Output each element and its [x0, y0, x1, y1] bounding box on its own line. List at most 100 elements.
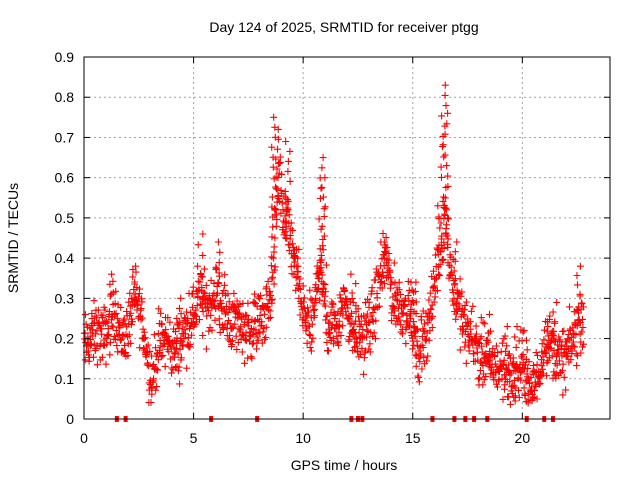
- data-point: [356, 338, 364, 346]
- data-point: [453, 238, 461, 246]
- data-point: [520, 384, 528, 392]
- data-point: [381, 248, 389, 256]
- data-point: [441, 81, 449, 89]
- data-point: [533, 395, 541, 403]
- data-point: [271, 234, 279, 242]
- data-point: [394, 297, 401, 305]
- data-point: [401, 302, 409, 310]
- data-point: [296, 285, 304, 293]
- data-point: [272, 183, 280, 191]
- data-point: [268, 275, 276, 283]
- data-point: [363, 333, 371, 341]
- data-point: [99, 311, 107, 319]
- data-point: [215, 279, 222, 287]
- data-point: [294, 262, 302, 270]
- data-point: [542, 349, 550, 357]
- data-point: [382, 249, 389, 257]
- data-point: [359, 326, 367, 333]
- data-point: [410, 327, 418, 335]
- data-point: [361, 317, 369, 325]
- data-point: [412, 362, 420, 370]
- data-point: [415, 347, 423, 355]
- data-point: [346, 312, 354, 320]
- data-point: [106, 351, 114, 359]
- data-point: [220, 325, 227, 333]
- plot-frame: [83, 56, 611, 420]
- data-point: [152, 344, 160, 352]
- data-point: [212, 266, 220, 273]
- data-point: [98, 353, 106, 361]
- data-point: [370, 329, 378, 337]
- data-point: [498, 339, 506, 347]
- data-point: [273, 216, 281, 224]
- data-point: [444, 109, 452, 117]
- data-point: [550, 337, 558, 345]
- data-point: [363, 326, 371, 334]
- data-point: [383, 243, 391, 251]
- data-point: [323, 311, 331, 319]
- data-point: [81, 311, 89, 319]
- data-point: [341, 287, 349, 295]
- data-point: [511, 333, 519, 341]
- data-point: [500, 371, 508, 379]
- data-point: [232, 332, 240, 340]
- data-point: [523, 336, 530, 344]
- data-point: [430, 298, 438, 306]
- data-point: [308, 320, 316, 328]
- data-point: [558, 367, 566, 375]
- data-point: [504, 351, 512, 359]
- data-point: [579, 324, 587, 331]
- data-point: [236, 309, 244, 317]
- data-point: [140, 335, 148, 343]
- data-point: [388, 302, 396, 310]
- data-point: [318, 183, 326, 191]
- data-point: [247, 353, 255, 361]
- data-point: [381, 280, 388, 288]
- data-point: [475, 375, 482, 383]
- data-point: [251, 290, 259, 298]
- data-point: [194, 262, 202, 270]
- data-point: [133, 284, 141, 292]
- data-point: [199, 308, 207, 316]
- data-point: [309, 334, 317, 342]
- data-point: [208, 326, 216, 334]
- data-point: [202, 281, 210, 289]
- data-point: [134, 300, 142, 308]
- data-point: [366, 340, 374, 348]
- data-point: [272, 185, 280, 193]
- data-point: [369, 316, 376, 324]
- data-point: [544, 323, 552, 330]
- data-point: [176, 318, 184, 326]
- data-point: [546, 312, 554, 320]
- data-point: [87, 336, 94, 344]
- data-point: [148, 383, 156, 391]
- chart-title: Day 124 of 2025, SRMTID for receiver ptg…: [209, 19, 478, 35]
- data-point: [256, 295, 264, 303]
- data-point: [440, 244, 448, 252]
- data-point: [325, 329, 333, 337]
- data-point: [512, 343, 520, 351]
- data-point: [321, 281, 329, 289]
- data-point: [371, 335, 379, 343]
- data-point: [564, 352, 572, 360]
- data-point: [216, 248, 224, 256]
- data-point: [388, 278, 396, 286]
- data-point: [388, 317, 396, 325]
- data-point: [382, 234, 390, 242]
- data-point: [477, 333, 485, 341]
- data-point: [553, 361, 561, 369]
- data-point: [269, 213, 277, 221]
- data-point: [438, 112, 446, 120]
- data-point: [543, 372, 551, 380]
- data-point: [172, 345, 180, 353]
- data-point: [264, 306, 272, 314]
- data-point: [306, 344, 314, 352]
- data-point: [205, 327, 213, 335]
- data-point: [478, 342, 486, 350]
- data-point: [321, 174, 329, 182]
- data-point: [233, 346, 241, 354]
- data-point: [248, 340, 256, 348]
- data-point: [176, 380, 184, 388]
- y-tick-label: 0.8: [55, 89, 75, 105]
- data-point: [302, 317, 310, 325]
